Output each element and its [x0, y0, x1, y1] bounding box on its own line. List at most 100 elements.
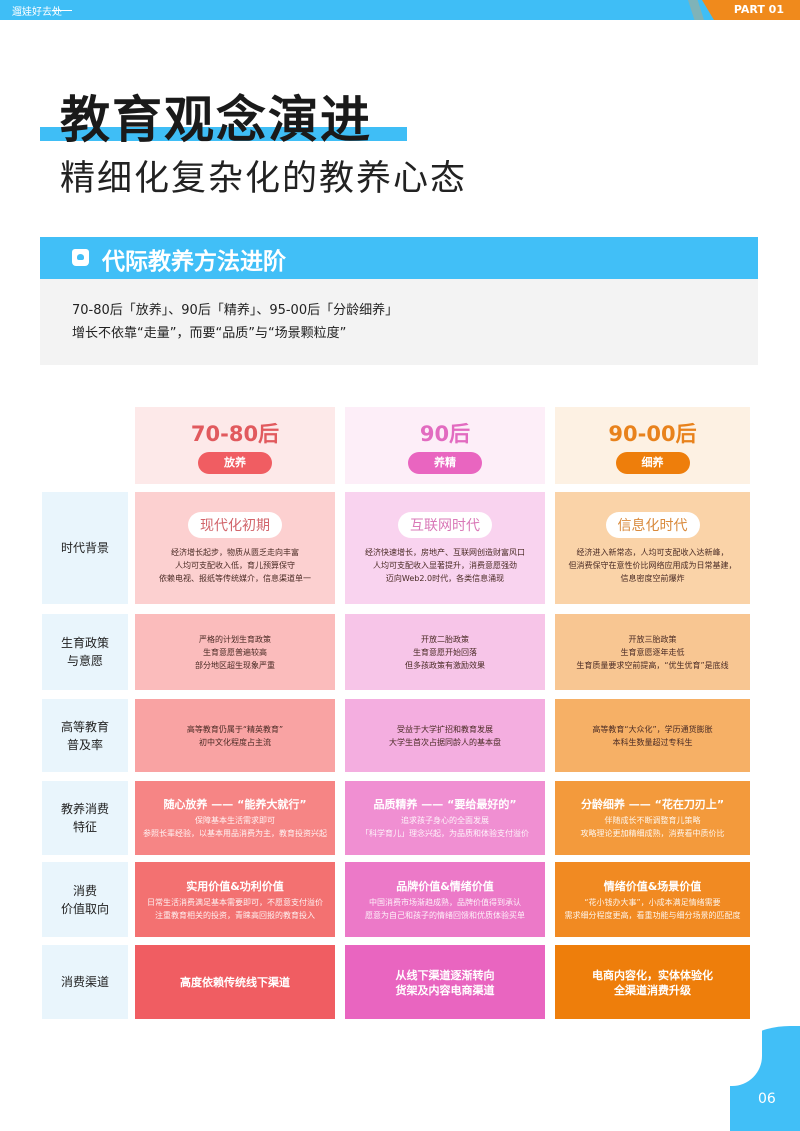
cell-heading: 分龄细养 —— “花在刀刃上” [580, 798, 725, 811]
cell-text: 生育意愿普遍较高 [203, 647, 267, 657]
intro-line: 70-80后「放养」、90后「精养」、95-00后「分龄细养」 [72, 303, 399, 318]
cell-heading: 电商内容化，实体体验化 [592, 968, 713, 982]
table-cell: 高度依赖传统线下渠道 [135, 945, 335, 1019]
section-title: 代际教养方法进阶 [102, 249, 286, 275]
brand-label: 遛娃好去处 [12, 7, 62, 18]
cell-text: 迈向Web2.0时代，各类信息涌现 [385, 573, 505, 583]
style-pill: 放养 [198, 451, 272, 474]
row-label-line: 特征 [72, 820, 97, 834]
cell-text: 注重教育相关的投资，青睐高回报的教育投入 [155, 910, 315, 920]
cell-text: 日常生活消费满足基本需要即可，不愿意支付溢价 [147, 897, 323, 907]
cell-heading: 情绪价值&场景价值 [603, 879, 702, 893]
section-header: 代际教养方法进阶 [40, 237, 758, 279]
row-label: 教养消费 特征 [42, 781, 128, 855]
table-cell: 受益于大学扩招和教育发展 大学生首次占据同龄人的基本盘 [345, 699, 545, 772]
cell-text: 攻略理论更加精细成熟，消费看中质价比 [580, 829, 725, 838]
cell-text: 经济进入新常态，人均可支配收入达新峰， [576, 547, 729, 557]
generation-label: 90后 [419, 421, 471, 446]
row-label: 生育政策 与意愿 [42, 614, 128, 690]
cell-text: 保障基本生活需求即可 [195, 816, 275, 825]
table-cell: 分龄细养 —— “花在刀刃上” 伴随成长不断调整育儿策略攻略理论更加精细成熟，消费… [555, 781, 750, 855]
page-corner: 06 [702, 1026, 800, 1131]
cell-text: 伴随成长不断调整育儿策略 [604, 816, 701, 825]
cell-text: 生育质量要求空前提高，“优生优育”是底线 [576, 660, 729, 670]
cell-text: 高等教育“大众化”，学历通货膨胀 [592, 724, 713, 734]
table-cell: 开放二胎政策 生育意愿开始回落 但多孩政策有激励效果 [345, 614, 545, 690]
cell-text: 初中文化程度占主流 [199, 737, 271, 747]
top-bar: 遛娃好去处 PART 01 [0, 0, 800, 20]
table-cell: 从线下渠道逐渐转向 货架及内容电商渠道 [345, 945, 545, 1019]
table-cell: 严格的计划生育政策 生育意愿普遍较高 部分地区超生现象严重 [135, 614, 335, 690]
cell-heading: 高度依赖传统线下渠道 [180, 976, 290, 989]
row-label-line: 时代背景 [60, 541, 109, 555]
row-label-line: 教养消费 [60, 802, 109, 816]
cell-text: 生育意愿逐年走低 [620, 647, 685, 657]
home-heart-icon [72, 249, 89, 266]
table-cell: 情绪价值&场景价值 “花小钱办大事”，小成本满足情绪需要 需求细分程度更高，看重功能… [555, 862, 750, 937]
row-label: 高等教育 普及率 [42, 699, 128, 772]
cell-text: 「科学育儿」理念兴起，为品质和体验支付溢价 [361, 829, 529, 838]
cell-text: 人均可支配收入低，育儿预算保守 [175, 560, 295, 570]
era-tag: 互联网时代 [398, 511, 492, 538]
page-title: 教育观念演进 [60, 91, 372, 149]
table-cell: 开放三胎政策 生育意愿逐年走低生育质量要求空前提高，“优生优育”是底线 [555, 614, 750, 690]
cell-text: 货架及内容电商渠道 [395, 983, 495, 997]
cell-text: 依赖电视、报纸等传统媒介，信息渠道单一 [159, 573, 311, 583]
cell-text: 开放三胎政策 [628, 634, 677, 644]
cell-text: 但多孩政策有激励效果 [405, 660, 485, 670]
row-label-line: 消费 [72, 883, 97, 898]
cell-text: 受益于大学扩招和教育发展 [397, 724, 493, 734]
row-label: 时代背景 [42, 492, 128, 604]
cell-text: 中国消费市场渐趋成熟，品牌价值得到承认 [369, 897, 521, 907]
cell-heading: 品质精养 —— “要给最好的” [373, 798, 517, 811]
column-header: 90-00后 细养 [555, 407, 750, 484]
cell-text: 愿意为自己和孩子的情绪回馈和优质体验买单 [365, 910, 525, 920]
table-cell: 互联网时代经济快速增长，房地产、互联网创造财富风口 人均可支配收入显著提升，消费意… [345, 492, 545, 604]
style-pill: 细养 [615, 451, 690, 474]
era-tag: 现代化初期 [188, 511, 282, 538]
title-highlight-stripe [40, 127, 407, 141]
row-label-line: 价值取向 [60, 901, 109, 916]
cell-heading: 实用价值&功利价值 [186, 879, 284, 893]
cell-text: 参照长辈经验，以基本用品消费为主，教育投资兴起 [143, 829, 327, 838]
brand-divider [52, 10, 72, 11]
cell-text: 开放二胎政策 [421, 634, 469, 644]
table-cell: 品牌价值&情绪价值中国消费市场渐趋成熟，品牌价值得到承认 愿意为自己和孩子的情绪回… [345, 862, 545, 937]
intro-line: 增长不依靠“走量”，而要“品质”与“场景颗粒度” [72, 326, 347, 341]
page-subtitle: 精细化复杂化的教养心态 [60, 159, 468, 199]
table-cell: 实用价值&功利价值日常生活消费满足基本需要即可，不愿意支付溢价 注重教育相关的投资… [135, 862, 335, 937]
row-label: 消费渠道 [42, 945, 128, 1019]
part-badge: PART 01 [702, 0, 800, 20]
part-label: PART 01 [733, 3, 784, 16]
cell-text: 人均可支配收入显著提升，消费意愿强劲 [373, 560, 517, 570]
column-header: 90后 养精 [345, 407, 545, 484]
table-cell: 电商内容化，实体体验化 全渠道消费升级 [555, 945, 750, 1019]
table-cell: 高等教育仍属于“精英教育” 初中文化程度占主流 [135, 699, 335, 772]
cell-text: 全渠道消费升级 [614, 983, 691, 997]
table-cell: 现代化初期经济增长起步，物质从匮乏走向丰富 人均可支配收入低，育儿预算保守依赖电视… [135, 492, 335, 604]
cell-text: 信息密度空前爆炸 [620, 573, 685, 583]
cell-text: 但消费保守在意性价比网络应用成为日常基建， [568, 560, 737, 570]
cell-heading: 从线下渠道逐渐转向 [395, 968, 495, 982]
cell-text: 严格的计划生育政策 [199, 634, 271, 644]
intro-box: 70-80后「放养」、90后「精养」、95-00后「分龄细养」 增长不依靠“走量… [40, 279, 758, 365]
table-cell: 随心放养 —— “能养大就行” 保障基本生活需求即可参照长辈经验，以基本用品消费为… [135, 781, 335, 855]
cell-text: 大学生首次占据同龄人的基本盘 [389, 737, 501, 747]
table-cell: 品质精养 —— “要给最好的” 追求孩子身心的全面发展 「科学育儿」理念兴起，为品质… [345, 781, 545, 855]
era-tag: 信息化时代 [605, 511, 700, 538]
page-number: 06 [758, 1091, 776, 1107]
cell-heading: 随心放养 —— “能养大就行” [163, 798, 307, 811]
cell-text: 经济快速增长，房地产、互联网创造财富风口 [365, 547, 525, 557]
cell-text: 经济增长起步，物质从匮乏走向丰富 [171, 547, 299, 557]
cell-text: 高等教育仍属于“精英教育” [186, 724, 284, 734]
cell-heading: 品牌价值&情绪价值 [396, 879, 494, 893]
table-cell: 高等教育“大众化”，学历通货膨胀 本科生数量超过专科生 [555, 699, 750, 772]
row-label-line: 普及率 [66, 737, 103, 752]
cell-text: 需求细分程度更高，看重功能与细分场景的匹配度 [564, 910, 741, 920]
generation-label: 90-00后 [608, 421, 697, 446]
column-header: 70-80后 放养 [135, 407, 335, 484]
row-label-line: 消费渠道 [60, 975, 109, 989]
cell-text: 部分地区超生现象严重 [195, 660, 275, 670]
row-label-line: 高等教育 [60, 719, 109, 734]
table-cell: 信息化时代经济进入新常态，人均可支配收入达新峰， 但消费保守在意性价比网络应用成为… [555, 492, 750, 604]
